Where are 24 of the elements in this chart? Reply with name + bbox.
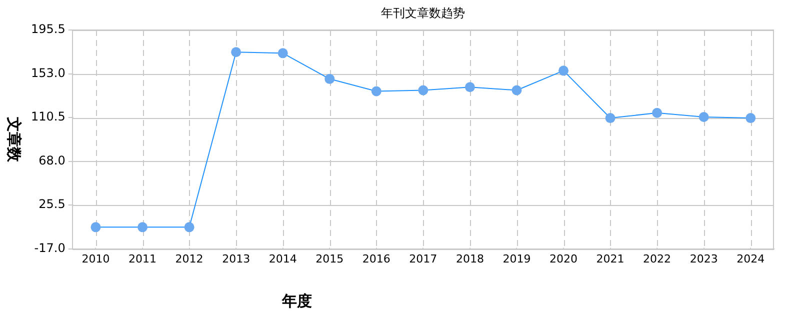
y-tick-label: 25.5 [38,197,66,212]
chart-title: 年刊文章数趋势 [381,6,466,20]
y-tick-label: 195.5 [30,22,66,36]
x-tick-label: 2021 [596,252,624,266]
x-tick-label: 2013 [222,252,250,266]
x-tick-label: 2017 [409,252,438,266]
y-tick-label: 110.5 [30,110,66,124]
x-axis-title: 年度 [281,292,312,310]
x-tick-label: 2014 [268,252,297,266]
x-tick-label: 2010 [82,252,110,266]
x-tick-label: 2022 [643,252,672,266]
y-tick-label: 68.0 [38,153,66,168]
x-tick-label: 2018 [456,252,484,266]
x-tick-label: 2012 [175,252,204,266]
x-tick-label: 2019 [502,252,531,266]
x-tick-label: 2015 [316,252,344,266]
y-tick-label: -17.0 [34,240,66,255]
y-axis-title: 文章数 [5,116,24,163]
x-tick-label: 2016 [362,252,390,266]
x-tick-label: 2024 [736,252,765,266]
x-tick-label: 2023 [690,252,718,266]
x-tick-label: 2020 [550,252,578,266]
x-tick-label: 2011 [128,252,157,266]
y-tick-label: 153.0 [30,66,66,80]
